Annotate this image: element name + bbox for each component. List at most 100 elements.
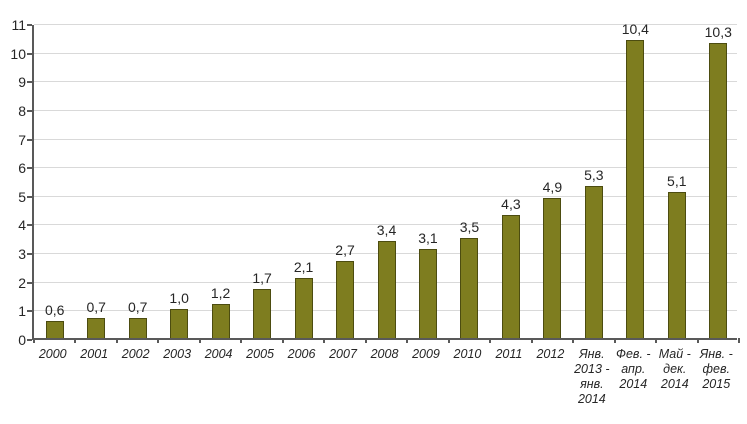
- x-axis-category-label: Май - дек. 2014: [658, 347, 691, 391]
- bar-value-label: 2,1: [293, 259, 314, 275]
- y-axis-tick: [27, 281, 32, 284]
- bar-value-label: 0,7: [127, 299, 148, 315]
- y-axis-tick-label: 9: [18, 74, 26, 91]
- bar-value-label: 0,6: [45, 302, 65, 318]
- x-axis-category-label: 2009: [412, 347, 440, 361]
- x-axis-tick: [696, 338, 699, 343]
- y-axis-tick: [27, 52, 32, 55]
- bar-2009: [419, 249, 437, 338]
- bar-Янв.: [585, 186, 603, 338]
- bar-value-label: 0,7: [86, 299, 106, 315]
- bar-value-label: 3,1: [418, 230, 438, 246]
- x-axis-tick: [489, 338, 492, 343]
- y-axis-tick: [27, 81, 32, 84]
- x-axis-category-label: 2003: [163, 347, 192, 361]
- bar-value-label: 5,3: [584, 167, 604, 183]
- y-axis-tick: [27, 339, 32, 341]
- y-axis-tick: [27, 310, 32, 313]
- x-axis-category-label: Янв. - фев. 2015: [699, 347, 733, 391]
- y-axis-tick-label: 8: [18, 102, 26, 119]
- gridline-y-10: [34, 52, 737, 54]
- bar-2003: [170, 309, 188, 338]
- x-axis-category-label: 2001: [80, 347, 109, 361]
- bar-value-label: 1,0: [169, 290, 189, 306]
- bar-value-label: 2,7: [335, 242, 355, 258]
- bar-Фев. -: [626, 40, 644, 338]
- x-axis-tick: [738, 338, 740, 343]
- y-axis-tick: [27, 253, 32, 256]
- x-axis-tick: [406, 338, 409, 343]
- x-axis-category-label: 2012: [536, 347, 565, 361]
- x-axis-category-label: 2007: [329, 347, 357, 361]
- x-axis-category-label: 2004: [204, 347, 233, 361]
- x-axis-tick: [364, 338, 367, 343]
- y-axis-tick: [27, 167, 32, 170]
- x-axis-tick: [323, 338, 326, 343]
- y-axis-tick-label: 10: [10, 45, 26, 62]
- y-axis-tick-label: 4: [18, 217, 26, 234]
- x-axis-tick: [198, 338, 201, 343]
- x-axis-category-label: Янв. 2013 - янв. 2014: [574, 347, 610, 406]
- y-axis-tick-label: 3: [18, 246, 26, 263]
- bar-Янв. -: [709, 43, 727, 338]
- x-axis-tick: [281, 338, 284, 343]
- y-axis-tick: [27, 138, 32, 141]
- x-axis-category-label: Фев. - апр. 2014: [616, 347, 651, 391]
- y-axis-tick: [27, 195, 32, 198]
- x-axis-category-label: 2000: [38, 347, 67, 361]
- bar-2010: [460, 238, 478, 338]
- bar-2008: [378, 241, 396, 338]
- y-axis-tick-label: 6: [18, 160, 26, 177]
- y-axis-tick-label: 1: [18, 303, 26, 320]
- y-axis-tick-label: 0: [18, 332, 26, 348]
- x-axis-category-label: 2002: [121, 347, 150, 361]
- y-axis-tick-label: 11: [11, 17, 26, 33]
- bar-value-label: 1,7: [252, 270, 272, 286]
- y-axis-tick: [27, 109, 32, 112]
- x-axis-tick: [655, 338, 658, 343]
- bar-value-label: 4,9: [542, 179, 563, 195]
- x-axis-tick: [33, 338, 35, 343]
- x-axis-tick: [447, 338, 450, 343]
- x-axis-tick: [157, 338, 160, 343]
- gridline-y-4: [34, 224, 737, 226]
- gridline-y-9: [34, 81, 737, 83]
- bar-value-label: 10,4: [621, 21, 649, 37]
- bar-value-label: 5,1: [667, 173, 687, 189]
- y-axis-tick-label: 7: [18, 131, 26, 148]
- bar-value-label: 4,3: [501, 196, 521, 212]
- y-axis-tick-label: 2: [18, 274, 26, 291]
- x-axis-category-label: 2005: [246, 347, 274, 361]
- bar-2011: [502, 215, 520, 338]
- y-axis-tick: [27, 224, 32, 227]
- gridline-y-6: [34, 167, 737, 169]
- bar-value-label: 1,2: [210, 285, 231, 301]
- bar-2006: [295, 278, 313, 338]
- bar-2004: [212, 304, 230, 338]
- gridline-y-11: [34, 24, 737, 25]
- bar-2001: [87, 318, 105, 338]
- bar-2012: [543, 198, 561, 338]
- x-axis-category-label: 2006: [287, 347, 316, 361]
- plot-area: 0,6 0,7 0,7 1,0 1,2 1,7 2,1 2,7 3,4 3,1 3,5 4,3 4,9 5…: [27, 21, 740, 343]
- x-axis-tick: [74, 338, 77, 343]
- x-axis-category-label: 2008: [370, 347, 399, 361]
- bar-value-label: 10,3: [704, 24, 732, 40]
- bar-2002: [129, 318, 147, 338]
- y-axis-tick: [27, 24, 32, 26]
- bar-value-label: 3,5: [459, 219, 480, 235]
- x-axis-category-label: 2011: [495, 347, 523, 361]
- x-axis-tick: [530, 338, 533, 343]
- x-axis-tick: [572, 338, 575, 343]
- bar-Май -: [668, 192, 686, 338]
- x-axis-tick: [613, 338, 616, 343]
- y-axis-tick-label: 5: [18, 188, 26, 205]
- bar-2005: [253, 289, 271, 338]
- bar-value-label: 3,4: [376, 222, 397, 238]
- x-axis-tick: [240, 338, 243, 343]
- gridline-y-5: [34, 195, 737, 197]
- gridline-y-7: [34, 138, 737, 140]
- bar-2007: [336, 261, 354, 338]
- gridline-y-8: [34, 109, 737, 111]
